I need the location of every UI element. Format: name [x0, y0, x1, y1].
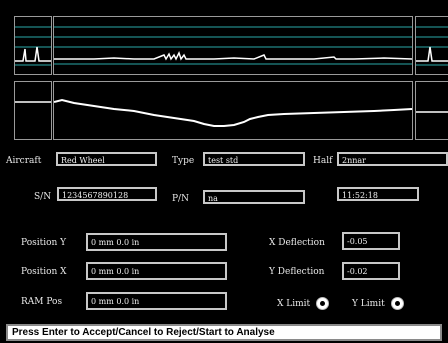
x-limit-indicator[interactable] — [316, 297, 329, 310]
ram-pos-field[interactable]: 0 mm 0.0 in — [86, 292, 227, 310]
position-y-label: Position Y — [21, 238, 67, 248]
aircraft-field[interactable]: Red Wheel — [56, 152, 157, 166]
trace-panel-bottom-right — [415, 81, 448, 140]
position-x-field[interactable]: 0 mm 0.0 in — [86, 262, 227, 280]
y-limit-label: Y Limit — [352, 299, 385, 309]
sn-field[interactable]: 1234567890128 — [57, 187, 157, 201]
trace-panel-top-main — [53, 16, 413, 75]
trace-bottom-right-plot — [416, 111, 448, 113]
trace-panel-top-left — [14, 16, 52, 75]
ram-pos-label: RAM Pos — [21, 297, 63, 307]
trace-top-main-plot — [54, 26, 412, 65]
half-label: Half — [313, 156, 333, 166]
trace-panel-top-right — [415, 16, 448, 75]
y-limit-indicator[interactable] — [391, 297, 404, 310]
x-deflection-field[interactable]: -0.05 — [342, 232, 400, 250]
pn-field[interactable]: na — [203, 190, 305, 204]
x-limit-label: X Limit — [277, 299, 311, 309]
time-field: 11:52:18 — [337, 187, 419, 201]
trace-panel-bottom-main — [53, 81, 413, 140]
status-bar: Press Enter to Accept/Cancel to Reject/S… — [6, 324, 442, 341]
type-field[interactable]: test std — [203, 152, 305, 166]
aircraft-label: Aircraft — [6, 156, 42, 166]
trace-bottom-left-plot — [15, 101, 51, 103]
trace-bottom-main-plot — [54, 98, 412, 127]
y-deflection-field[interactable]: -0.02 — [342, 262, 400, 280]
trace-top-left-plot — [15, 26, 51, 66]
pn-label: P/N — [172, 194, 189, 204]
position-x-label: Position X — [21, 267, 67, 277]
position-y-field[interactable]: 0 mm 0.0 in — [86, 233, 227, 251]
sn-label: S/N — [34, 192, 52, 202]
trace-panel-bottom-left — [14, 81, 52, 140]
type-label: Type — [172, 156, 195, 166]
trace-top-right-plot — [416, 26, 448, 66]
x-deflection-label: X Deflection — [269, 238, 325, 248]
half-field[interactable]: 2nnar — [337, 152, 448, 166]
y-deflection-label: Y Deflection — [269, 267, 325, 277]
